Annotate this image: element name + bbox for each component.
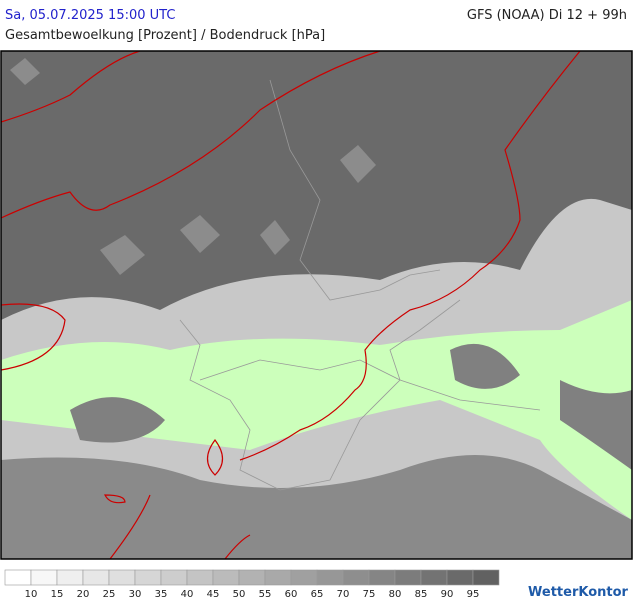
legend-label: 50 [233,589,246,600]
cloud-south [1,455,632,559]
legend-swatch [238,569,266,586]
legend-label: 40 [181,589,194,600]
cloud-dark [70,343,632,470]
legend-swatch [82,569,110,586]
map-frame [0,50,633,560]
legend-swatch [186,569,214,586]
legend-label: 10 [25,589,38,600]
legend-swatch [264,569,292,586]
legend-swatch [342,569,370,586]
legend-swatch [316,569,344,586]
legend-swatch [108,569,136,586]
legend-label: 65 [311,589,324,600]
map [0,50,633,560]
legend-swatch [472,569,500,586]
legend-label: 70 [337,589,350,600]
legend-label: 90 [441,589,454,600]
legend-label: 55 [259,589,272,600]
legend-swatch [56,569,84,586]
model-run: GFS (NOAA) Di 12 + 99h [467,8,627,23]
legend-swatch [394,569,422,586]
legend-label: 35 [155,589,168,600]
legend-label: 25 [103,589,116,600]
legend-swatch [368,569,396,586]
legend-label: 95 [467,589,480,600]
subtitle: Gesamtbewoelkung [Prozent] / Bodendruck … [5,28,325,43]
legend-swatch [134,569,162,586]
legend-label: 30 [129,589,142,600]
legend: 10 15 20 25 30 35 40 45 50 55 60 65 70 75 80 85 90 95 [4,569,500,600]
legend-swatch [290,569,318,586]
logo: WetterKontor [528,585,629,600]
legend-swatch [446,569,474,586]
legend-swatch [420,569,448,586]
legend-label: 75 [363,589,376,600]
legend-label: 20 [77,589,90,600]
legend-label: 85 [415,589,428,600]
cloud-patch [10,58,376,275]
isobars [0,50,581,560]
legend-label: 80 [389,589,402,600]
legend-label: 15 [51,589,64,600]
borders [179,79,541,491]
legend-swatch [4,569,32,586]
datetime: Sa, 05.07.2025 15:00 UTC [5,8,175,23]
legend-swatch [160,569,188,586]
legend-label: 60 [285,589,298,600]
legend-swatch [30,569,58,586]
legend-label: 45 [207,589,220,600]
legend-swatch [212,569,240,586]
